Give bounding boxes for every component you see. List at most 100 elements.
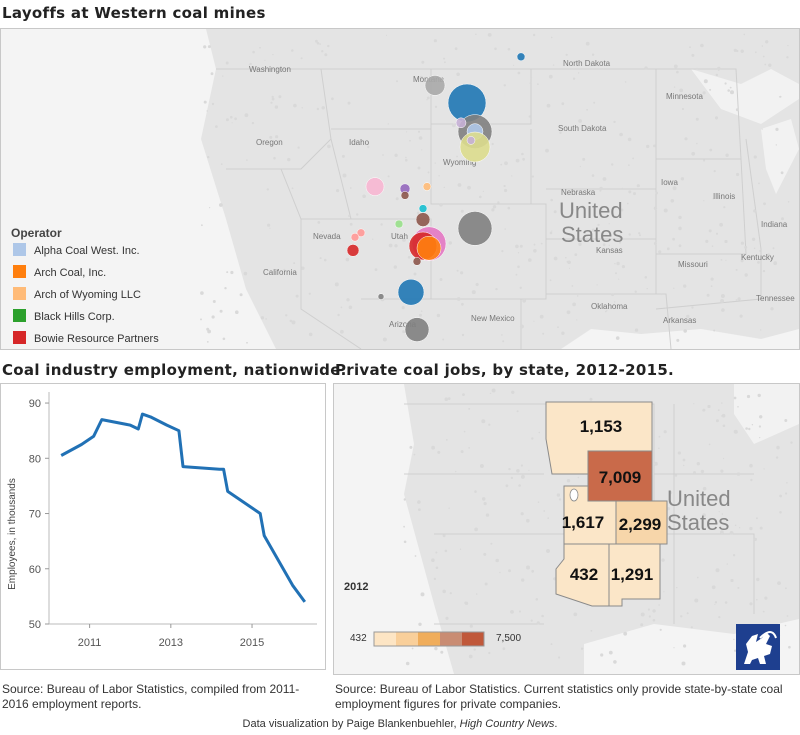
color-scale (373, 631, 485, 647)
employment-point[interactable] (222, 467, 226, 471)
layoff-circle[interactable] (394, 219, 404, 229)
layoff-circle[interactable] (416, 235, 442, 261)
employment-point[interactable] (262, 534, 266, 538)
scale-swatch (396, 632, 418, 646)
employment-point[interactable] (149, 415, 153, 419)
jobs-map-canvas: United States 1,153 7,009 1,617 2,299 43… (334, 384, 799, 674)
employment-point[interactable] (136, 427, 140, 431)
credit-prefix: Data visualization by Paige Blankenbuehl… (242, 718, 460, 730)
layoff-circle[interactable] (516, 52, 526, 62)
label-kansas: Kansas (596, 246, 623, 255)
layoff-circle[interactable] (455, 117, 467, 129)
label-washington: Washington (249, 65, 291, 74)
employment-point[interactable] (226, 489, 230, 493)
layoff-circle[interactable] (412, 257, 422, 266)
high-country-news-logo (736, 624, 780, 670)
y-tick-label: 50 (29, 619, 41, 631)
state-new-mexico[interactable] (608, 543, 661, 607)
employment-line-chart[interactable]: 50 60 70 80 90 2011 2013 2015 Employees, in tho… (1, 384, 325, 669)
label-minnesota: Minnesota (666, 92, 703, 101)
layoff-circle[interactable] (397, 278, 425, 306)
legend-swatch (13, 265, 26, 278)
label-arkansas: Arkansas (663, 316, 696, 325)
value-colorado: 2,299 (619, 515, 662, 534)
legend-item[interactable]: Black Hills Corp. (34, 311, 115, 323)
legend-swatch (13, 243, 26, 256)
employment-point[interactable] (258, 512, 262, 516)
terrain-texture (200, 33, 790, 344)
employment-point[interactable] (303, 600, 307, 604)
value-new-mexico: 1,291 (611, 565, 654, 584)
y-tick-label: 80 (29, 453, 41, 465)
label-california: California (263, 268, 297, 277)
layoff-circle[interactable] (400, 191, 410, 200)
employment-point[interactable] (100, 418, 104, 422)
operator-legend: Operator Alpha Coal West. Inc. Arch Coal,… (11, 226, 159, 345)
label-utah: Utah (391, 232, 408, 241)
layoff-circle[interactable] (418, 204, 428, 213)
jobs-label-united: United (667, 486, 731, 511)
layoff-circle[interactable] (466, 136, 476, 145)
legend-item[interactable]: Arch Coal, Inc. (34, 267, 106, 279)
layoffs-map-canvas: Washington Oregon Idaho Montana Wyoming … (1, 29, 799, 349)
layoff-circle[interactable] (424, 75, 446, 96)
layoff-circle[interactable] (459, 131, 491, 163)
layoff-circle[interactable] (457, 211, 493, 246)
employment-point[interactable] (181, 465, 185, 469)
legend-swatch (13, 287, 26, 300)
layoff-circle[interactable] (422, 182, 432, 191)
label-north-dakota: North Dakota (563, 59, 611, 68)
employment-chart-panel: 50 60 70 80 90 2011 2013 2015 Employees, in tho… (0, 383, 326, 670)
layoff-circle[interactable] (350, 232, 360, 242)
employment-source: Source: Bureau of Labor Statistics, comp… (2, 682, 300, 711)
label-united: United (559, 198, 623, 223)
value-utah: 1,617 (562, 513, 605, 532)
state-colorado[interactable] (615, 500, 668, 545)
layoff-circle[interactable] (377, 293, 385, 300)
layoff-circle[interactable] (365, 177, 385, 196)
label-illinois: Illinois (713, 192, 735, 201)
great-salt-lake (569, 488, 579, 502)
label-indiana: Indiana (761, 220, 788, 229)
publication-name[interactable]: High Country News (459, 718, 555, 730)
label-iowa: Iowa (661, 178, 678, 187)
legend-swatch (13, 309, 26, 322)
employment-point[interactable] (291, 583, 295, 587)
layoff-circle[interactable] (356, 228, 366, 238)
label-states: States (561, 222, 623, 247)
employment-point[interactable] (92, 434, 96, 438)
employment-point[interactable] (177, 429, 181, 433)
employment-point[interactable] (140, 412, 144, 416)
legend-title: Operator (11, 226, 62, 240)
legend-swatch (13, 331, 26, 344)
employment-point[interactable] (80, 443, 84, 447)
value-montana: 1,153 (580, 417, 623, 436)
employment-point[interactable] (128, 423, 132, 427)
legend-item[interactable]: Bowie Resource Partners (34, 333, 159, 345)
legend-item[interactable]: Alpha Coal West. Inc. (34, 245, 140, 257)
credit-suffix: . (554, 718, 558, 730)
x-tick-label: 2015 (240, 637, 264, 649)
scale-swatch (418, 632, 440, 646)
jobs-map-panel[interactable]: United States 1,153 7,009 1,617 2,299 43… (333, 383, 800, 675)
layoffs-map[interactable]: Washington Oregon Idaho Montana Wyoming … (0, 28, 800, 350)
y-tick-label: 90 (29, 398, 41, 410)
label-tennessee: Tennessee (756, 294, 795, 303)
label-oregon: Oregon (256, 138, 283, 147)
legend-item[interactable]: Arch of Wyoming LLC (34, 289, 141, 301)
scale-swatch (462, 632, 484, 646)
label-new-mexico: New Mexico (471, 314, 515, 323)
employment-point[interactable] (59, 454, 63, 458)
layoff-circles (346, 52, 526, 342)
jobs-label-states: States (667, 510, 729, 535)
employment-point[interactable] (218, 467, 222, 471)
employment-point[interactable] (165, 423, 169, 427)
label-nevada: Nevada (313, 232, 341, 241)
y-tick-label: 60 (29, 564, 41, 576)
layoff-circle[interactable] (346, 244, 360, 257)
credit-footer: Data visualization by Paige Blankenbuehl… (0, 718, 800, 730)
value-wyoming: 7,009 (599, 468, 642, 487)
layoff-circle[interactable] (415, 212, 431, 227)
layoff-circle[interactable] (404, 317, 430, 342)
year-label[interactable]: 2012 (344, 581, 368, 593)
